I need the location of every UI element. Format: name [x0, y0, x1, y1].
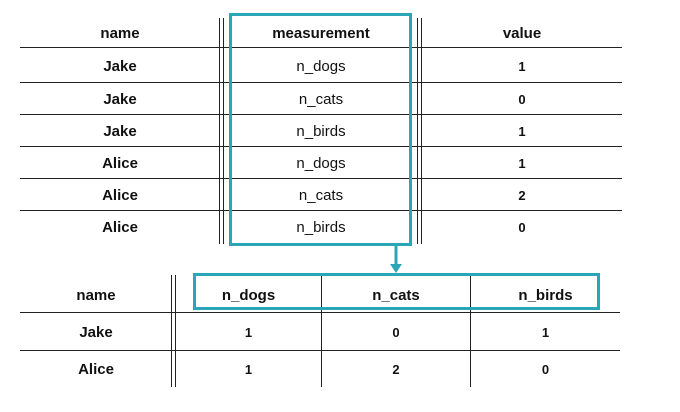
- long-table-cell-value: 0: [518, 219, 526, 235]
- wide-table-cell-value: 1: [244, 324, 253, 340]
- long-table-cell-name: Jake: [103, 90, 137, 108]
- wide-table-cell-value: 1: [541, 324, 550, 340]
- wide-table-cell-value: 0: [392, 324, 400, 340]
- long-table-cell-value: 1: [518, 58, 526, 74]
- long-table-cell-measurement: n_dogs: [296, 57, 346, 75]
- wide-table-cell-value: 0: [541, 361, 550, 377]
- wide-table-header-name: name: [76, 286, 116, 304]
- wide-table-column-divider: [470, 275, 471, 387]
- wide-table-cell-value: 1: [244, 361, 253, 377]
- wide-table-header-n-cats: n_cats: [372, 286, 420, 304]
- long-table-header-measurement: measurement: [272, 25, 370, 42]
- long-table-header-name: name: [100, 25, 140, 42]
- wide-table-column-divider: [321, 275, 322, 387]
- long-table-rule: [20, 82, 622, 83]
- long-table-rule: [20, 146, 622, 147]
- wide-table-header-n-dogs: n_dogs: [221, 286, 276, 304]
- long-table-cell-name: Alice: [102, 186, 138, 204]
- wide-table-rule: [20, 312, 620, 313]
- long-table-cell-measurement: n_dogs: [296, 154, 346, 172]
- wide-table-cell-name: Alice: [78, 360, 114, 378]
- long-table-cell-measurement: n_birds: [296, 218, 346, 236]
- long-table-cell-name: Alice: [102, 154, 138, 172]
- long-table-header-value: value: [502, 25, 542, 42]
- long-table-cell-name: Jake: [103, 122, 137, 140]
- long-table-rule: [20, 210, 622, 211]
- measurement-column-highlight: [229, 13, 412, 246]
- wide-table-cell-name: Jake: [79, 323, 113, 341]
- long-table-rule: [20, 178, 622, 179]
- long-table-cell-measurement: n_cats: [298, 90, 344, 108]
- wide-table-cell-value: 2: [392, 361, 400, 377]
- long-table-column-divider: [223, 18, 224, 244]
- long-table-rule: [20, 114, 622, 115]
- long-table-rule: [20, 47, 622, 48]
- wide-table-column-divider: [175, 275, 176, 387]
- long-table-cell-value: 0: [518, 91, 526, 107]
- wide-table-column-divider: [171, 275, 172, 387]
- long-table-cell-measurement: n_birds: [296, 122, 346, 140]
- long-table-column-divider: [219, 18, 220, 244]
- long-table-cell-value: 1: [518, 123, 526, 139]
- long-table-cell-value: 1: [518, 155, 526, 171]
- long-table-cell-name: Alice: [102, 218, 138, 236]
- long-table-cell-measurement: n_cats: [298, 186, 344, 204]
- wide-table-header-n-birds: n_birds: [518, 286, 573, 304]
- wide-table-rule: [20, 350, 620, 351]
- long-table-cell-value: 2: [518, 187, 526, 203]
- long-table-column-divider: [417, 18, 418, 244]
- long-table-cell-name: Jake: [103, 57, 137, 75]
- long-table-column-divider: [421, 18, 422, 244]
- new-columns-highlight: [193, 273, 600, 310]
